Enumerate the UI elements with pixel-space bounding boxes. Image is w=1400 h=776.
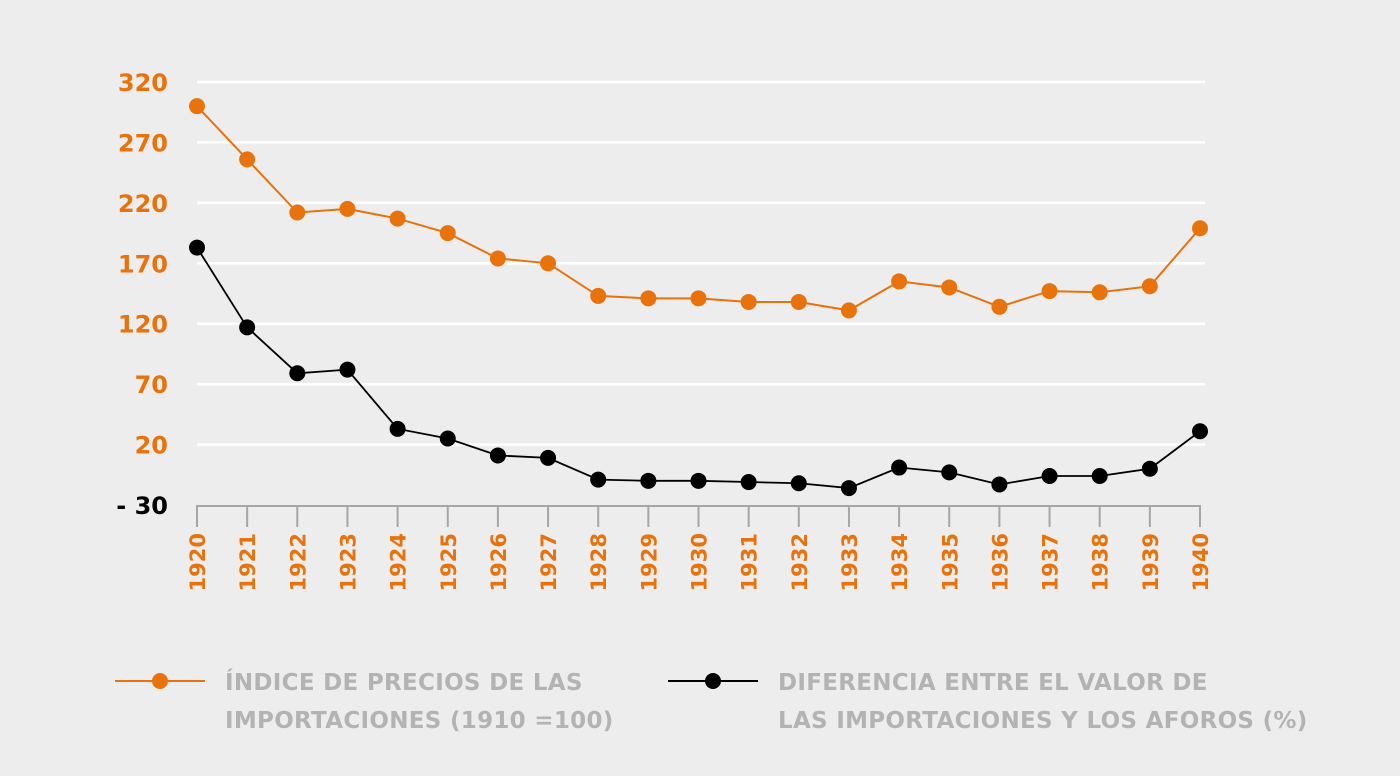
data-point	[239, 319, 256, 336]
data-point	[339, 361, 356, 378]
y-tick-label: 220	[118, 190, 168, 218]
data-point	[339, 200, 356, 217]
data-point	[489, 250, 506, 267]
data-point	[941, 279, 958, 296]
x-tick-label: 1928	[587, 533, 611, 591]
data-point	[1192, 423, 1208, 440]
data-point	[991, 298, 1008, 315]
data-point	[1091, 467, 1108, 484]
x-tick-label: 1927	[537, 533, 561, 591]
data-point	[1041, 467, 1058, 484]
data-point	[389, 420, 406, 437]
data-point	[790, 475, 807, 492]
data-point	[590, 287, 607, 304]
legend-marker-icon	[152, 673, 168, 689]
y-tick-label: 20	[135, 432, 168, 460]
data-point	[189, 98, 205, 115]
x-tick-label: 1922	[286, 533, 310, 591]
x-tick-label: 1924	[387, 533, 411, 591]
data-point	[740, 474, 757, 491]
y-tick-label: 70	[135, 371, 168, 399]
data-point	[489, 447, 506, 464]
y-tick-label: 270	[118, 129, 168, 157]
legend-label-line-2: IMPORTACIONES (1910 =100)	[225, 708, 614, 734]
legend-label-line-2: LAS IMPORTACIONES Y LOS AFOROS (%)	[778, 708, 1308, 734]
data-point	[439, 225, 456, 242]
data-point	[289, 365, 306, 382]
data-point	[640, 290, 657, 307]
data-point	[1192, 220, 1208, 237]
x-tick-label: 1937	[1039, 533, 1063, 591]
legend-swatch-black	[668, 664, 758, 698]
data-point	[189, 239, 205, 256]
x-tick-label: 1934	[888, 533, 912, 591]
data-point	[289, 204, 306, 221]
series-group	[189, 98, 1208, 497]
data-point	[389, 210, 406, 227]
x-tick-label: 1939	[1139, 533, 1163, 591]
y-tick-label: 120	[118, 311, 168, 339]
x-tick-label: 1938	[1089, 533, 1113, 591]
x-tick-label: 1921	[236, 533, 260, 591]
legend-item-import-price-index: ÍNDICE DE PRECIOS DE LAS IMPORTACIONES (…	[115, 664, 614, 740]
x-tick-label: 1933	[838, 533, 862, 591]
line-chart: 320 270 220 170 120 70 20 - 30 1920 1921 1922 1923…	[116, 69, 1213, 591]
x-tick-label: 1936	[988, 533, 1012, 591]
data-point	[891, 459, 908, 476]
data-point	[239, 151, 256, 168]
legend-swatch-orange	[115, 664, 205, 698]
x-tick-label: 1926	[487, 533, 511, 591]
x-tick-label: 1923	[336, 533, 360, 591]
data-point	[540, 255, 557, 272]
legend-label: DIFERENCIA ENTRE EL VALOR DE LAS IMPORTA…	[778, 664, 1308, 740]
x-tick-label: 1935	[938, 533, 962, 591]
y-tick-label: - 30	[116, 492, 168, 520]
data-point	[540, 449, 557, 466]
data-point	[590, 471, 607, 488]
x-tick-label: 1940	[1189, 533, 1213, 591]
data-point	[740, 293, 757, 310]
data-point	[1141, 460, 1158, 477]
x-axis: 1920 1921 1922 1923 1924 1925 1926 1927 1928 1929…	[186, 505, 1213, 591]
data-point	[840, 480, 857, 497]
data-point	[690, 290, 707, 307]
x-tick-label: 1930	[688, 533, 712, 591]
legend-label: ÍNDICE DE PRECIOS DE LAS IMPORTACIONES (…	[225, 664, 614, 740]
y-axis: 320 270 220 170 120 70 20 - 30	[116, 69, 168, 520]
data-point	[690, 472, 707, 489]
series-import-price-index	[189, 98, 1208, 319]
data-point	[1041, 283, 1058, 300]
x-tick-label: 1929	[637, 533, 661, 591]
gridlines	[197, 80, 1205, 446]
data-point	[1091, 284, 1108, 301]
data-point	[891, 273, 908, 290]
x-tick-label: 1920	[186, 533, 210, 591]
legend-label-line-1: DIFERENCIA ENTRE EL VALOR DE	[778, 670, 1208, 696]
legend-marker-icon	[705, 673, 721, 689]
data-point	[991, 476, 1008, 493]
legend-label-line-1: ÍNDICE DE PRECIOS DE LAS	[225, 670, 583, 696]
data-point	[790, 293, 807, 310]
data-point	[840, 302, 857, 319]
data-point	[941, 464, 958, 481]
series-import-difference	[189, 239, 1208, 497]
legend-item-import-difference: DIFERENCIA ENTRE EL VALOR DE LAS IMPORTA…	[668, 664, 1308, 740]
data-point	[1141, 278, 1158, 295]
x-tick-label: 1925	[437, 533, 461, 591]
x-tick-label: 1932	[788, 533, 812, 591]
y-tick-label: 320	[118, 69, 168, 97]
data-point	[439, 430, 456, 447]
x-tick-label: 1931	[738, 533, 762, 591]
data-point	[640, 472, 657, 489]
y-tick-label: 170	[118, 250, 168, 278]
